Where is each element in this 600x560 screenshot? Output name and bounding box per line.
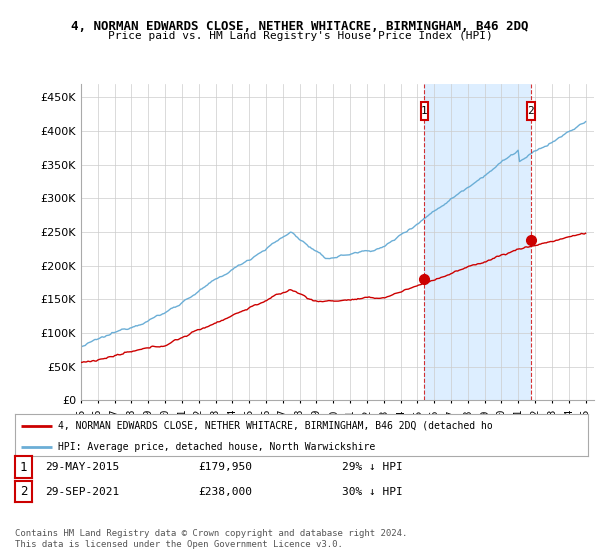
Text: Price paid vs. HM Land Registry's House Price Index (HPI): Price paid vs. HM Land Registry's House … [107, 31, 493, 41]
Text: 29% ↓ HPI: 29% ↓ HPI [342, 462, 403, 472]
Text: 30% ↓ HPI: 30% ↓ HPI [342, 487, 403, 497]
Text: 1: 1 [421, 106, 428, 116]
Text: 2: 2 [20, 485, 27, 498]
Text: £179,950: £179,950 [198, 462, 252, 472]
Text: HPI: Average price, detached house, North Warwickshire: HPI: Average price, detached house, Nort… [58, 442, 375, 452]
Text: £238,000: £238,000 [198, 487, 252, 497]
Text: 29-SEP-2021: 29-SEP-2021 [45, 487, 119, 497]
Text: 4, NORMAN EDWARDS CLOSE, NETHER WHITACRE, BIRMINGHAM, B46 2DQ (detached ho: 4, NORMAN EDWARDS CLOSE, NETHER WHITACRE… [58, 421, 493, 431]
Text: 4, NORMAN EDWARDS CLOSE, NETHER WHITACRE, BIRMINGHAM, B46 2DQ: 4, NORMAN EDWARDS CLOSE, NETHER WHITACRE… [71, 20, 529, 32]
Bar [424, 84, 531, 400]
Text: 2: 2 [527, 106, 535, 116]
Text: 29-MAY-2015: 29-MAY-2015 [45, 462, 119, 472]
Text: 1: 1 [20, 460, 27, 474]
Text: Contains HM Land Registry data © Crown copyright and database right 2024.
This d: Contains HM Land Registry data © Crown c… [15, 529, 407, 549]
FancyBboxPatch shape [527, 101, 535, 120]
FancyBboxPatch shape [421, 101, 428, 120]
